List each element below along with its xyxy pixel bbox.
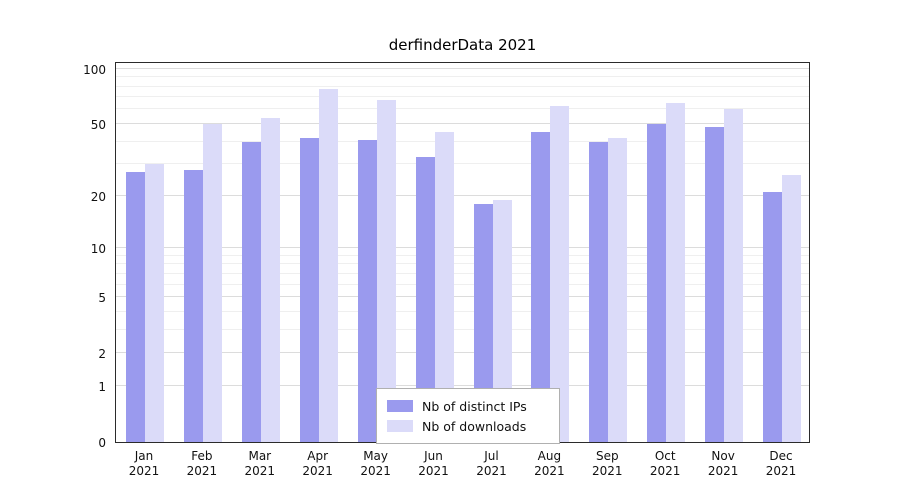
gridline-y-40 xyxy=(116,140,809,142)
gridlines-layer xyxy=(116,63,809,442)
gridline-y-8 xyxy=(116,263,809,265)
bar-downloads-dec xyxy=(782,175,801,442)
x-tick-label-feb: Feb 2021 xyxy=(186,449,218,478)
x-tick-label-aug: Aug 2021 xyxy=(534,449,565,478)
bar-downloads-jun xyxy=(434,132,454,442)
legend-swatch-distinct-ips xyxy=(387,400,413,412)
x-tick-label-may: May 2021 xyxy=(360,449,391,478)
legend-label-downloads: Nb of downloads xyxy=(422,418,527,434)
gridline-y-9 xyxy=(116,254,809,256)
bar-downloads-sep xyxy=(608,137,628,442)
gridline-y-3 xyxy=(116,328,809,330)
x-tick-label-nov: Nov 2021 xyxy=(707,449,739,478)
gridline-y-100 xyxy=(116,67,809,69)
gridline-y-30 xyxy=(116,163,809,165)
gridline-y-50 xyxy=(116,122,809,124)
x-tick-label-oct: Oct 2021 xyxy=(649,449,681,478)
y-tick-label-20: 20 xyxy=(90,189,106,204)
legend-item-distinct-ips: Nb of distinct IPs xyxy=(387,396,549,416)
plot-area: Nb of distinct IPs Nb of downloads xyxy=(115,62,810,444)
x-tick-label-sep: Sep 2021 xyxy=(592,449,623,478)
y-tick-label-10: 10 xyxy=(90,242,106,256)
gridline-y-5 xyxy=(116,296,809,297)
bar-downloads-jan xyxy=(145,164,164,442)
x-tick-label-jan: Jan 2021 xyxy=(128,449,160,478)
bar-distinct-ips-jul xyxy=(473,203,493,442)
y-tick-label-1: 1 xyxy=(98,379,106,394)
bar-distinct-ips-jan xyxy=(126,172,145,442)
bars-layer xyxy=(116,63,809,442)
gridline-y-1 xyxy=(116,384,809,386)
bar-distinct-ips-feb xyxy=(183,169,203,442)
gridline-y-6 xyxy=(116,283,809,285)
bar-downloads-apr xyxy=(318,88,338,442)
legend: Nb of distinct IPs Nb of downloads xyxy=(376,388,560,444)
bar-distinct-ips-dec xyxy=(763,191,782,442)
legend-label-distinct-ips: Nb of distinct IPs xyxy=(422,398,527,414)
gridline-y-90 xyxy=(116,76,809,78)
bar-distinct-ips-jun xyxy=(415,156,435,442)
bar-downloads-nov xyxy=(724,109,744,442)
gridline-y-7 xyxy=(116,272,809,274)
bar-distinct-ips-aug xyxy=(531,132,551,442)
gridline-y-60 xyxy=(116,108,809,110)
legend-swatch-downloads xyxy=(387,420,413,432)
x-tick-label-apr: Apr 2021 xyxy=(302,449,333,478)
bar-downloads-jul xyxy=(492,199,512,442)
gridline-y-4 xyxy=(116,310,809,312)
y-tick-label-0: 0 xyxy=(98,436,106,450)
x-tick-label-dec: Dec 2021 xyxy=(765,449,797,478)
gridline-y-20 xyxy=(116,194,809,196)
bar-distinct-ips-oct xyxy=(647,123,667,442)
bar-distinct-ips-may xyxy=(357,139,377,442)
x-tick-label-jul: Jul 2021 xyxy=(476,449,507,478)
bar-distinct-ips-sep xyxy=(589,141,609,442)
x-tick-label-mar: Mar 2021 xyxy=(244,449,276,478)
y-tick-label-50: 50 xyxy=(90,117,106,132)
x-tick-label-jun: Jun 2021 xyxy=(418,449,449,478)
bar-downloads-mar xyxy=(260,117,280,442)
bar-downloads-feb xyxy=(202,123,222,442)
bar-distinct-ips-apr xyxy=(299,137,319,442)
bar-distinct-ips-nov xyxy=(705,127,725,442)
gridline-y-70 xyxy=(116,96,809,98)
gridline-y-10 xyxy=(116,247,809,248)
bar-downloads-may xyxy=(376,99,396,442)
gridline-y-80 xyxy=(116,85,809,87)
chart-title: derfinderData 2021 xyxy=(388,36,537,54)
bar-downloads-aug xyxy=(550,105,570,442)
y-tick-label-100: 100 xyxy=(83,62,106,77)
y-tick-label-5: 5 xyxy=(98,291,106,305)
bar-distinct-ips-mar xyxy=(241,141,261,442)
bar-downloads-oct xyxy=(666,103,686,442)
y-tick-label-2: 2 xyxy=(98,347,106,362)
gridline-y-2 xyxy=(116,352,809,354)
legend-item-downloads: Nb of downloads xyxy=(387,416,549,436)
